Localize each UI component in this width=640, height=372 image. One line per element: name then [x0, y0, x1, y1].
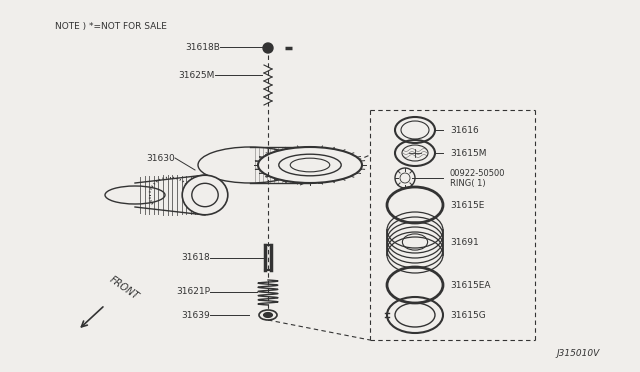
- Text: FRONT: FRONT: [108, 275, 141, 302]
- Text: 31615E: 31615E: [450, 201, 484, 209]
- Ellipse shape: [198, 147, 302, 183]
- Text: J315010V: J315010V: [557, 349, 600, 358]
- Text: 00922-50500: 00922-50500: [450, 169, 506, 177]
- Text: 31621P: 31621P: [176, 288, 210, 296]
- Text: 31615M: 31615M: [450, 148, 486, 157]
- Text: RING( 1): RING( 1): [450, 179, 486, 187]
- Text: 31618: 31618: [181, 253, 210, 263]
- Text: 31616: 31616: [450, 125, 479, 135]
- Ellipse shape: [279, 154, 341, 176]
- Ellipse shape: [258, 147, 362, 183]
- Text: 31630: 31630: [147, 154, 175, 163]
- Ellipse shape: [259, 310, 277, 320]
- Text: 31615EA: 31615EA: [450, 280, 490, 289]
- Text: 31618B: 31618B: [185, 42, 220, 51]
- Ellipse shape: [105, 186, 165, 204]
- Circle shape: [263, 43, 273, 53]
- Text: 31691: 31691: [450, 237, 479, 247]
- Ellipse shape: [182, 175, 228, 215]
- Text: 31615G: 31615G: [450, 311, 486, 320]
- Ellipse shape: [264, 312, 273, 317]
- Text: 31639: 31639: [181, 311, 210, 320]
- Text: 31625M: 31625M: [179, 71, 215, 80]
- Ellipse shape: [291, 158, 330, 172]
- Ellipse shape: [192, 183, 218, 207]
- Text: NOTE ) *=NOT FOR SALE: NOTE ) *=NOT FOR SALE: [55, 22, 167, 31]
